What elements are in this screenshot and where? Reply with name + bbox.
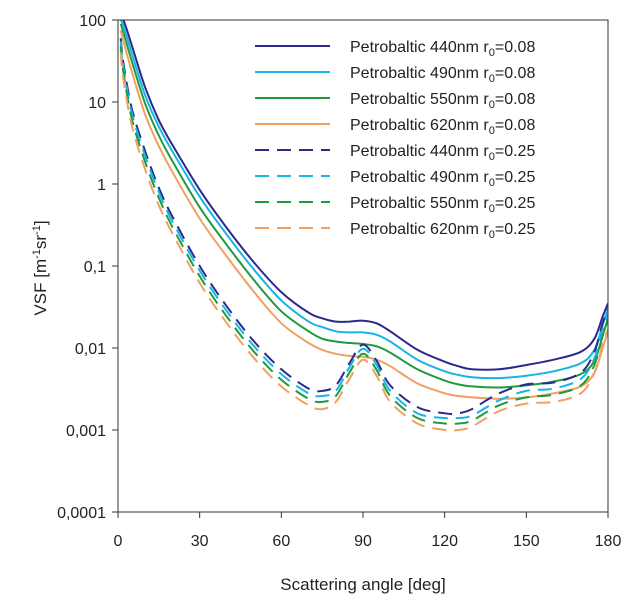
x-axis-ticks: 0 30 60 90 120 150 180: [114, 512, 622, 550]
x-tick-label: 0: [114, 533, 123, 550]
series-line-6: [119, 41, 608, 420]
y-axis-title-exp-1: -1: [31, 249, 43, 259]
series-layer: [119, 20, 608, 432]
y-axis-title-exp-2: -1: [31, 225, 43, 235]
y-tick-label: 100: [79, 13, 106, 30]
series-line-2: [119, 20, 608, 380]
legend-label: Petrobaltic 550nm r0=0.08: [350, 91, 535, 111]
y-axis-title-close: ]: [31, 220, 50, 225]
legend-label: Petrobaltic 440nm r0=0.25: [350, 143, 535, 163]
y-tick-label: 0,001: [66, 423, 106, 440]
y-axis-title-main: VSF [m: [31, 259, 50, 316]
legend-label: Petrobaltic 620nm r0=0.08: [350, 117, 535, 137]
series-line-3: [119, 23, 608, 389]
legend-label: Petrobaltic 440nm r0=0.08: [350, 39, 535, 59]
x-tick-label: 120: [431, 533, 458, 550]
x-axis-title: Scattering angle [deg]: [280, 575, 445, 594]
y-axis-title: VSF [m-1sr-1]: [31, 220, 50, 315]
series-line-8: [119, 52, 608, 432]
legend-label: Petrobaltic 620nm r0=0.25: [350, 221, 535, 241]
legend-label: Petrobaltic 490nm r0=0.25: [350, 169, 535, 189]
series-line-1: [119, 20, 608, 371]
y-axis-ticks: 100 10 1 0,1 0,01 0,001 0,0001: [57, 13, 118, 522]
y-tick-label: 0,01: [75, 341, 106, 358]
legend-label: Petrobaltic 490nm r0=0.08: [350, 65, 535, 85]
x-tick-label: 90: [354, 533, 372, 550]
x-tick-label: 180: [595, 533, 622, 550]
legend-label: Petrobaltic 550nm r0=0.25: [350, 195, 535, 215]
x-tick-label: 60: [272, 533, 290, 550]
y-axis-title-sr: sr: [31, 235, 50, 250]
y-tick-label: 10: [88, 95, 106, 112]
svg-text:VSF [m-1sr-1]: VSF [m-1sr-1]: [31, 220, 50, 315]
series-line-7: [119, 45, 608, 426]
x-tick-label: 150: [513, 533, 540, 550]
y-tick-label: 0,1: [84, 259, 106, 276]
x-tick-label: 30: [191, 533, 209, 550]
y-tick-label: 1: [97, 177, 106, 194]
y-tick-label: 0,0001: [57, 505, 106, 522]
legend: Petrobaltic 440nm r0=0.08 Petrobaltic 490…: [255, 39, 535, 241]
